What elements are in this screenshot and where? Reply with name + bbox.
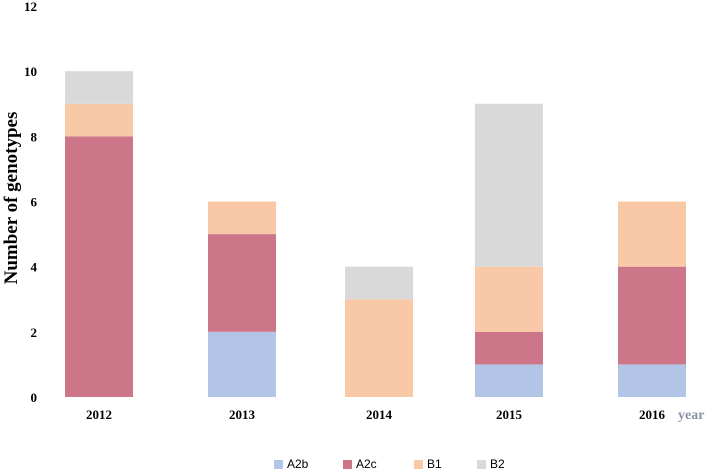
bar-a2c-2013 xyxy=(208,234,276,332)
legend-item-b1: B1 xyxy=(414,457,442,469)
x-tick-label: 2015 xyxy=(496,407,523,422)
x-tick-label: 2012 xyxy=(86,407,112,422)
bar-a2b-2015 xyxy=(475,364,543,397)
y-tick-label: 0 xyxy=(31,390,38,405)
y-tick-label: 12 xyxy=(24,0,37,14)
x-axis-unit-label: year xyxy=(678,408,704,423)
legend-item-a2b: A2b xyxy=(274,457,309,469)
bar-a2c-2016 xyxy=(618,266,686,365)
y-axis-label: Number of genotypes xyxy=(1,112,22,285)
legend-label: B2 xyxy=(490,457,505,469)
legend-swatch xyxy=(414,460,423,469)
legend-item-a2c: A2c xyxy=(343,457,377,469)
y-tick-label: 2 xyxy=(31,325,38,340)
bar-b1-2014 xyxy=(345,299,413,397)
legend-swatch xyxy=(343,460,352,469)
bar-b2-2014 xyxy=(345,266,413,300)
bar-a2c-2015 xyxy=(475,331,543,365)
legend-label: A2c xyxy=(356,457,377,469)
x-tick-label: 2014 xyxy=(366,407,393,422)
bar-a2b-2013 xyxy=(208,331,276,397)
bar-b1-2016 xyxy=(618,201,686,267)
y-tick-label: 4 xyxy=(31,260,38,275)
x-tick-label: 2013 xyxy=(229,407,256,422)
bar-a2b-2016 xyxy=(618,364,686,397)
bars xyxy=(65,71,686,398)
bar-b1-2015 xyxy=(475,266,543,332)
bar-b2-2015 xyxy=(475,103,543,267)
legend-label: A2b xyxy=(287,457,309,469)
legend-swatch xyxy=(274,460,283,469)
legend: A2b A2c B1 B2 xyxy=(274,457,505,469)
y-ticks: 0 2 4 6 8 10 12 xyxy=(24,0,38,405)
bar-b1-2013 xyxy=(208,201,276,235)
x-ticks: 2012 2013 2014 2015 2016 xyxy=(86,407,666,422)
y-tick-label: 6 xyxy=(31,195,38,210)
legend-swatch xyxy=(477,460,486,469)
y-tick-label: 10 xyxy=(24,64,37,79)
legend-label: B1 xyxy=(427,457,442,469)
legend-item-b2: B2 xyxy=(477,457,505,469)
bar-b2-2012 xyxy=(65,71,133,104)
x-tick-label: 2016 xyxy=(639,407,666,422)
bar-b1-2012 xyxy=(65,103,133,137)
bar-a2c-2012 xyxy=(65,136,133,398)
y-tick-label: 8 xyxy=(31,129,38,144)
